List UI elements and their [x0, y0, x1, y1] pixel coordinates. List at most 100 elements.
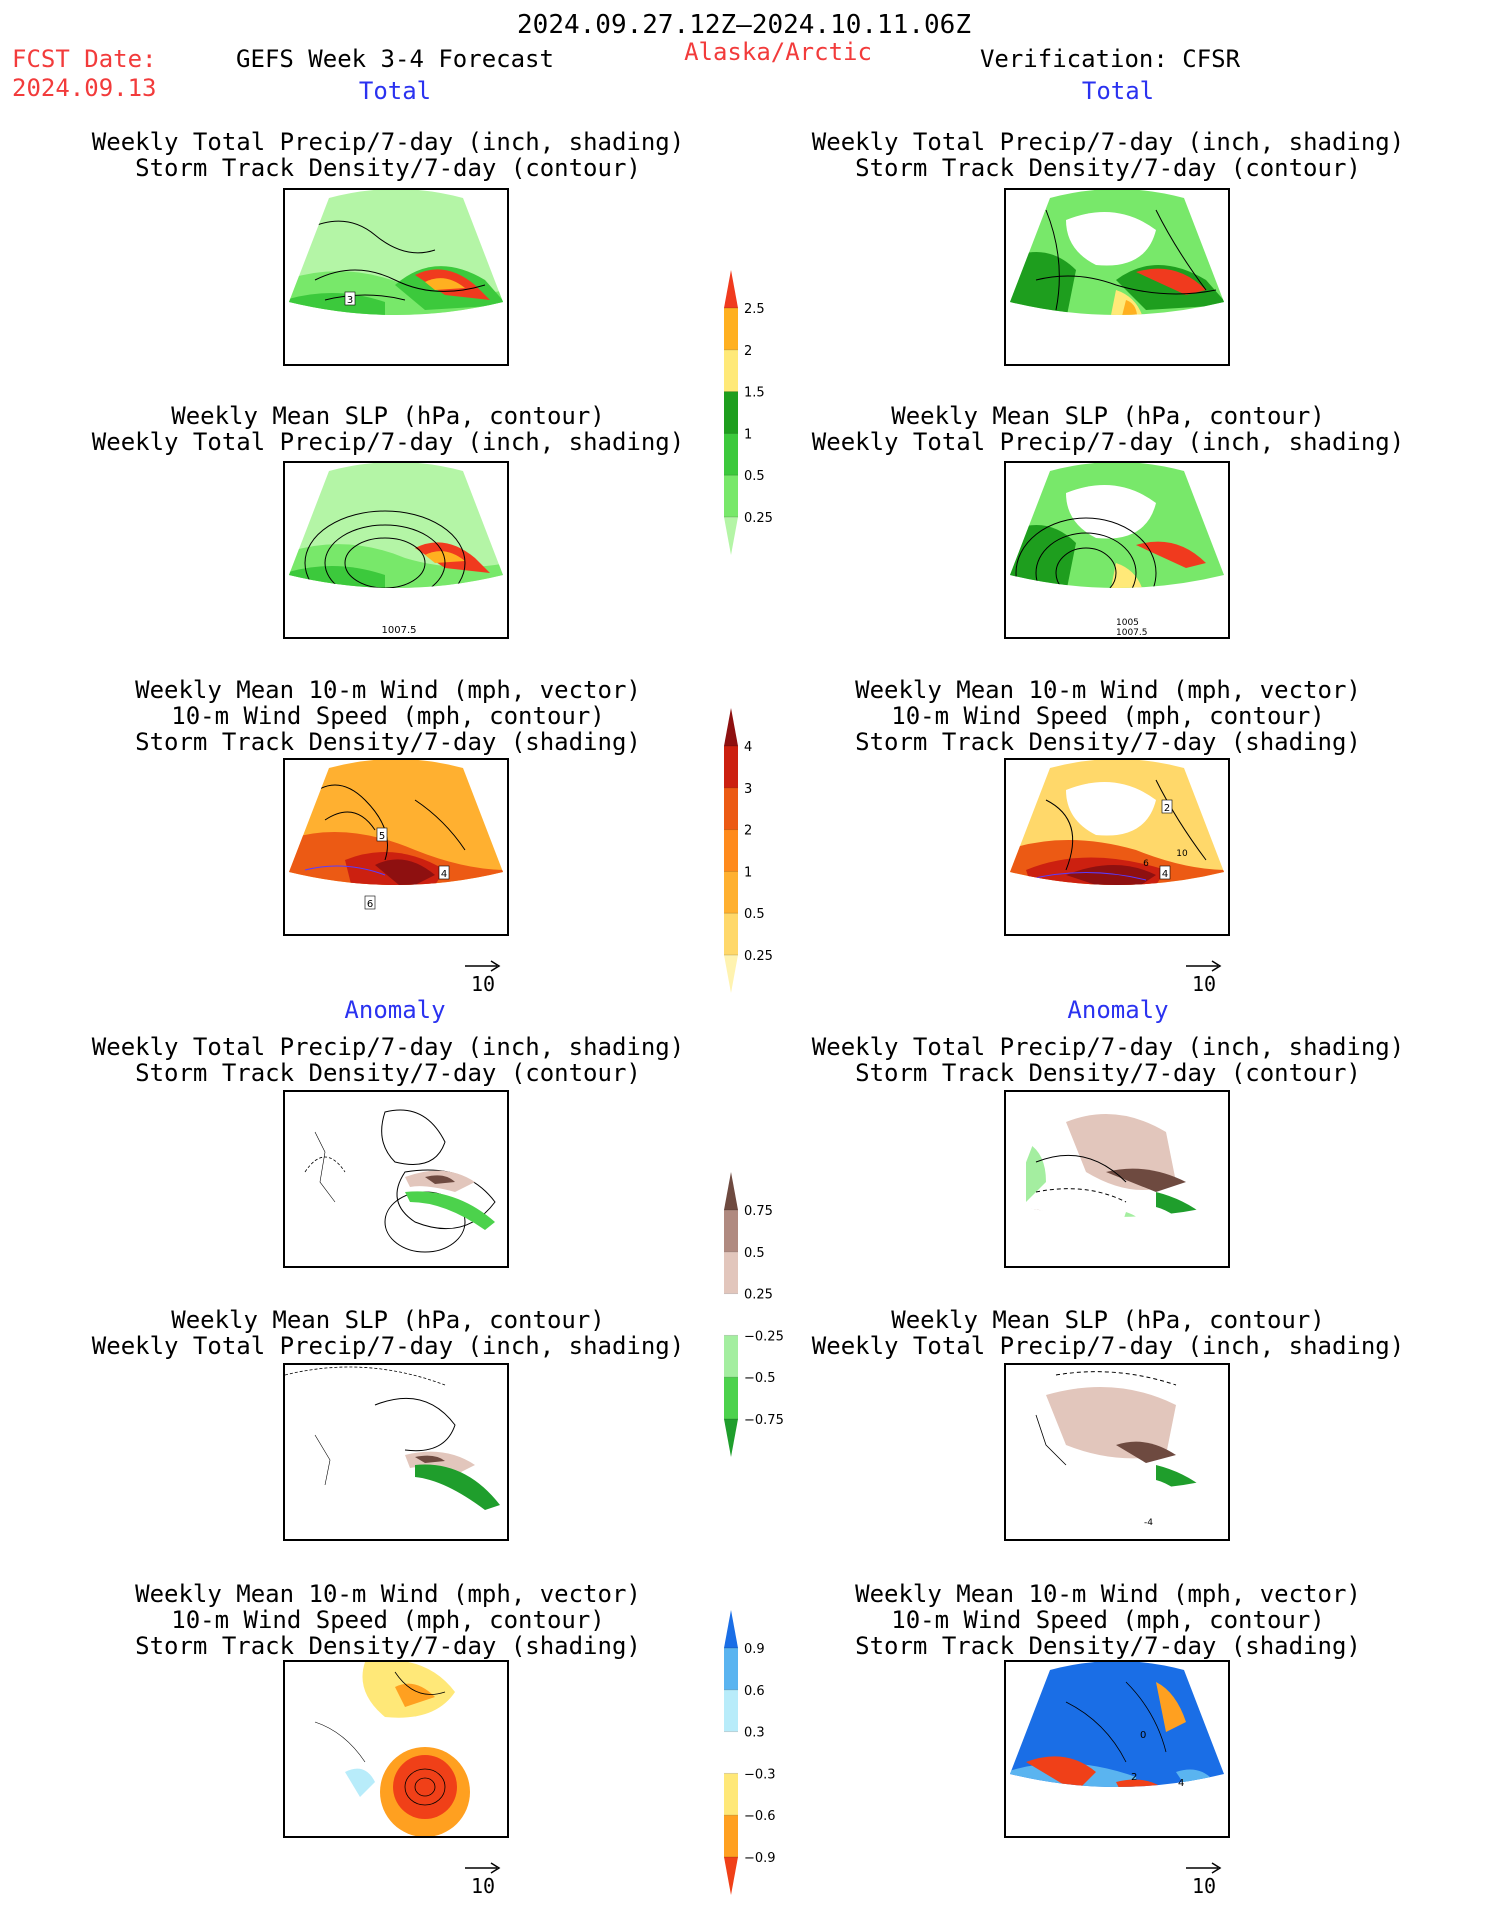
colorbar-segment	[724, 1251, 738, 1295]
colorbar-label: 0.9	[744, 1642, 765, 1657]
colorbar-segment	[724, 1210, 738, 1253]
colorbar-segment	[724, 391, 738, 434]
svg-text:2: 2	[1164, 803, 1170, 814]
date-range: 2024.09.27.12Z–2024.10.11.06Z	[517, 10, 971, 40]
colorbar-label: 0.3	[744, 1726, 765, 1741]
verification-title: Verification: CFSR	[979, 45, 1241, 73]
map-fcst-anom-wind-storm	[283, 1660, 509, 1838]
colorbar-svg: 2.5 2 1.5 1 0.5 0.25	[724, 270, 773, 555]
colorbar-segment	[724, 1648, 738, 1691]
colorbar-top-tip	[724, 708, 738, 746]
svg-text:10: 10	[1176, 849, 1188, 859]
panel-title-fcst-slp-precip: Weekly Mean SLP (hPa, contour) Weekly To…	[91, 402, 685, 456]
panel-title-fcst-wind-storm: Weekly Mean 10-m Wind (mph, vector) 10-m…	[135, 676, 641, 756]
colorbar-svg: 4 3 2 1 0.5 0.25	[724, 708, 773, 993]
colorbar-segment	[724, 787, 738, 831]
map-verif-anom-wind-storm: 0 2 4	[1004, 1660, 1230, 1838]
colorbar-label: 1	[744, 427, 752, 442]
svg-text:4: 4	[1162, 869, 1168, 880]
panel-title-fcst-anom-precip-storm: Weekly Total Precip/7-day (inch, shading…	[91, 1033, 685, 1087]
vector-ref-fcst-anom: 10	[463, 1860, 503, 1900]
panel-title-verif-anom-slp-precip: Weekly Mean SLP (hPa, contour) Weekly To…	[811, 1306, 1405, 1360]
arrow-right-icon	[1186, 960, 1222, 972]
colorbar-label: 0.5	[744, 469, 765, 484]
svg-text:6: 6	[1143, 859, 1149, 869]
svg-text:2: 2	[1131, 1772, 1137, 1783]
svg-text:1007.5: 1007.5	[382, 625, 417, 636]
colorbar-storm-total: 4 3 2 1 0.5 0.25	[724, 708, 794, 993]
colorbar-storm-anom: 0.9 0.6 0.3 −0.3 −0.6 −0.9	[724, 1610, 794, 1895]
colorbar-label: 3	[744, 782, 752, 797]
colorbar-label: 1	[744, 865, 752, 880]
panel-title-verif-precip-storm: Weekly Total Precip/7-day (inch, shading…	[811, 128, 1405, 182]
colorbar-label: −0.6	[744, 1809, 776, 1824]
map-fcst-anom-slp-precip	[283, 1363, 509, 1541]
colorbar-segment	[724, 308, 738, 351]
panel-title-verif-wind-storm: Weekly Mean 10-m Wind (mph, vector) 10-m…	[855, 676, 1361, 756]
panel-title-fcst-precip-storm: Weekly Total Precip/7-day (inch, shading…	[91, 128, 685, 182]
colorbar-segment	[724, 1773, 738, 1816]
colorbar-segment	[724, 475, 738, 518]
map-fcst-anom-precip-storm	[283, 1090, 509, 1268]
fcst-date-label: FCST Date:	[12, 45, 157, 73]
colorbar-label: 2	[744, 344, 752, 359]
arrow-right-icon	[465, 1862, 501, 1874]
colorbar-segment	[724, 1689, 738, 1733]
panel-title-verif-anom-precip-storm: Weekly Total Precip/7-day (inch, shading…	[811, 1033, 1405, 1087]
colorbar-svg: 0.75 0.5 0.25 −0.25 −0.5 −0.75	[724, 1172, 784, 1457]
colorbar-label: 1.5	[744, 386, 765, 401]
arrow-right-icon	[1186, 1862, 1222, 1874]
svg-text:4: 4	[1178, 1778, 1184, 1789]
colorbar-label: 0.25	[744, 1288, 773, 1303]
section-anomaly-verification: Anomaly	[1067, 996, 1169, 1024]
region-title: Alaska/Arctic	[684, 38, 872, 66]
map-verif-anom-slp-precip: -4	[1004, 1363, 1230, 1541]
svg-text:1005: 1005	[1116, 618, 1139, 628]
map-verif-total-slp-precip: 1005 1007.5	[1004, 461, 1230, 639]
svg-text:5: 5	[379, 831, 385, 842]
colorbar-label: 0.75	[744, 1204, 773, 1219]
colorbar-label: −0.5	[744, 1371, 776, 1386]
arrow-right-icon	[465, 960, 501, 972]
map-fcst-total-wind-storm: 5 4 6	[283, 758, 509, 936]
colorbar-bottom-tip	[724, 1419, 738, 1457]
map-fcst-total-slp-precip: 1007.5	[283, 461, 509, 639]
colorbar-segment	[724, 1731, 738, 1774]
section-anomaly-forecast: Anomaly	[344, 996, 446, 1024]
section-total-forecast: Total	[358, 77, 432, 105]
colorbar-label: −0.25	[744, 1329, 784, 1344]
colorbar-segment	[724, 1377, 738, 1420]
fcst-date-value: 2024.09.13	[12, 74, 157, 102]
colorbar-top-tip	[724, 270, 738, 308]
colorbar-segment	[724, 913, 738, 956]
map-fcst-total-precip-storm: 3	[283, 188, 509, 366]
map-verif-anom-precip-storm	[1004, 1090, 1230, 1268]
vector-ref-verif-anom: 10	[1184, 1860, 1224, 1900]
map-verif-total-precip-storm	[1004, 188, 1230, 366]
forecast-title: GEFS Week 3-4 Forecast	[236, 45, 554, 73]
colorbar-segment	[724, 1293, 738, 1336]
map-verif-total-wind-storm: 2 4 10 6	[1004, 758, 1230, 936]
colorbar-segment	[724, 1815, 738, 1858]
colorbar-segment	[724, 829, 738, 872]
colorbar-label: 0.5	[744, 1246, 765, 1261]
colorbar-label: 2.5	[744, 302, 765, 317]
svg-text:4: 4	[441, 869, 447, 880]
colorbar-label: −0.9	[744, 1851, 776, 1866]
colorbar-label: 0.5	[744, 907, 765, 922]
panel-title-verif-anom-wind-storm: Weekly Mean 10-m Wind (mph, vector) 10-m…	[855, 1580, 1361, 1660]
section-total-verification: Total	[1081, 77, 1155, 105]
colorbar-bottom-tip	[724, 1857, 738, 1895]
panel-title-fcst-anom-wind-storm: Weekly Mean 10-m Wind (mph, vector) 10-m…	[135, 1580, 641, 1660]
colorbar-segment	[724, 871, 738, 914]
panel-title-fcst-anom-slp-precip: Weekly Mean SLP (hPa, contour) Weekly To…	[91, 1306, 685, 1360]
colorbar-precip-anom: 0.75 0.5 0.25 −0.25 −0.5 −0.75	[724, 1172, 794, 1457]
colorbar-segment	[724, 433, 738, 476]
svg-text:6: 6	[367, 899, 373, 910]
vector-ref-verif-total: 10	[1184, 958, 1224, 998]
colorbar-label: 0.6	[744, 1684, 765, 1699]
colorbar-label: 0.25	[744, 511, 773, 526]
colorbar-svg: 0.9 0.6 0.3 −0.3 −0.6 −0.9	[724, 1610, 776, 1895]
colorbar-segment	[724, 746, 738, 789]
svg-text:1007.5: 1007.5	[1116, 628, 1148, 637]
